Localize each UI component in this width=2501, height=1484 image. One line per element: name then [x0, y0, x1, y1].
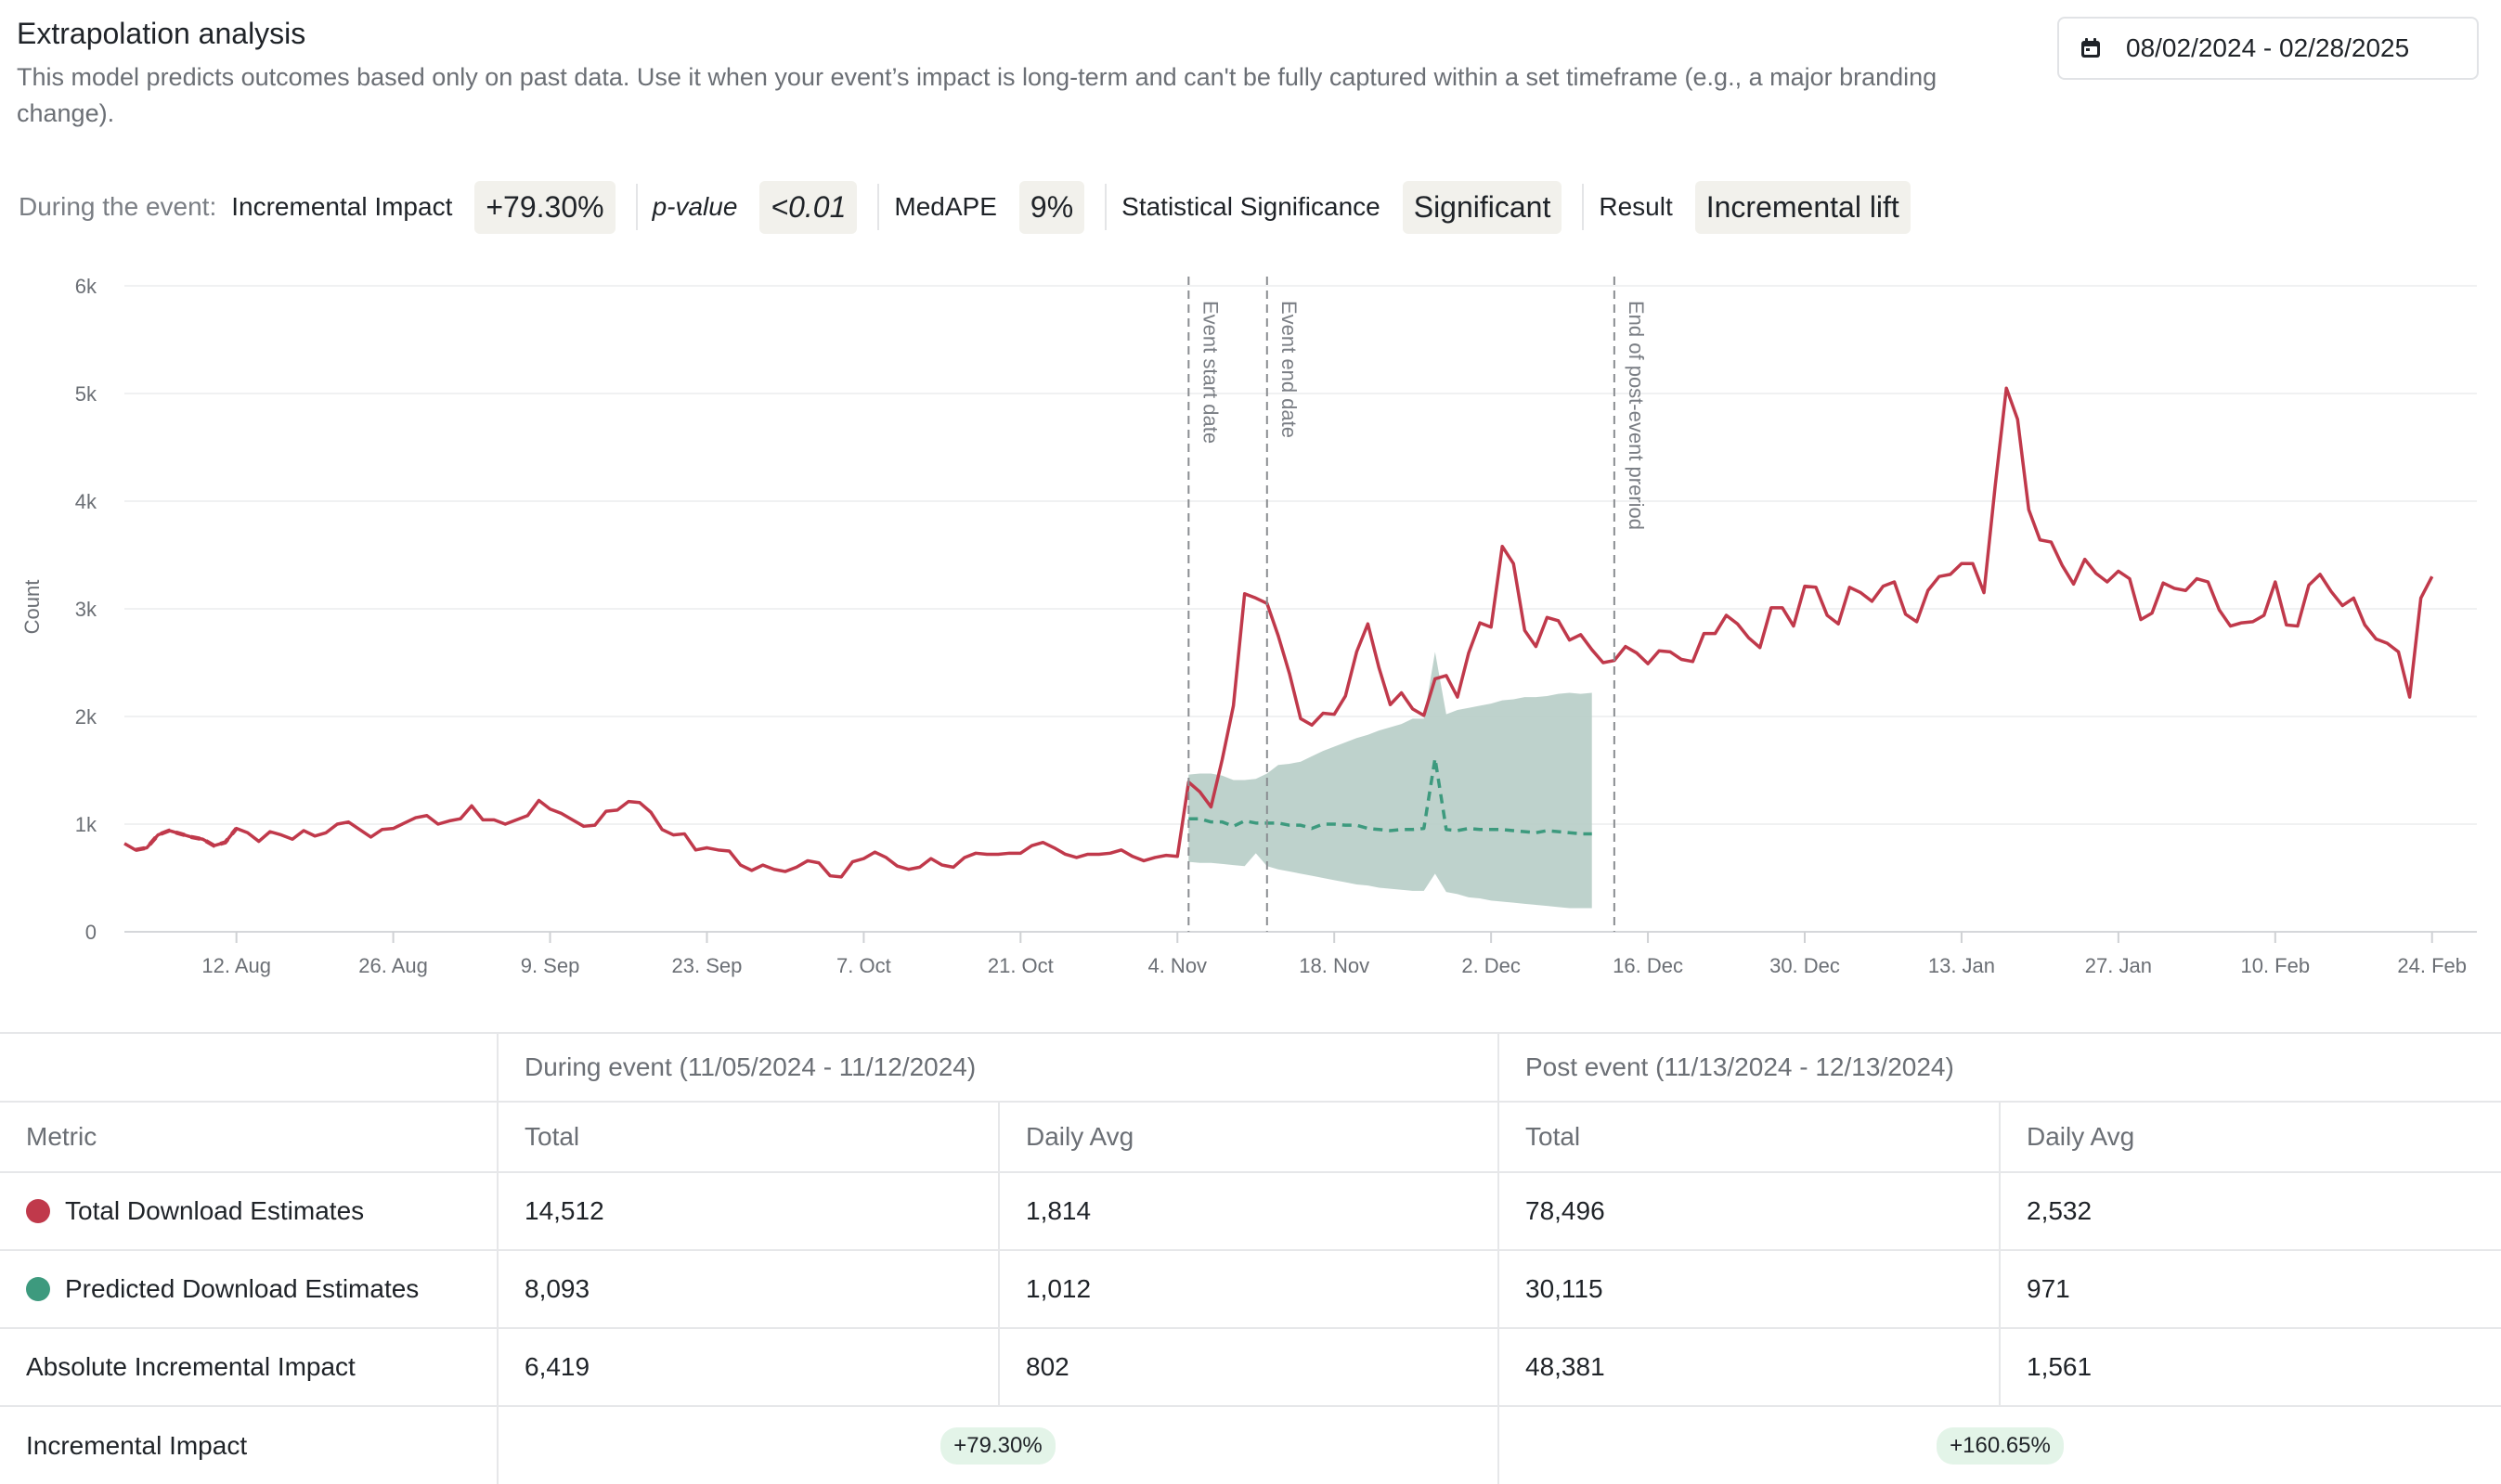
metrics-divider [1582, 184, 1585, 230]
medape-label: MedAPE [894, 192, 997, 221]
date-range-value: 08/02/2024 - 02/28/2025 [2126, 33, 2410, 62]
y-tick-label: 5k [75, 382, 97, 406]
during-avg-cell: 802 [998, 1327, 1498, 1406]
x-tick-label: 23. Sep [672, 954, 743, 977]
significance-label: Statistical Significance [1121, 192, 1380, 221]
y-tick-label: 0 [85, 921, 97, 944]
post-impact-cell: +160.65% [1497, 1405, 2501, 1484]
x-tick-label: 26. Aug [358, 954, 428, 977]
during-event-header: During event (11/05/2024 - 11/12/2024) [497, 1032, 1498, 1102]
x-tick-label: 24. Feb [2397, 954, 2467, 977]
significance-value: Significant [1402, 180, 1562, 234]
x-tick-label: 9. Sep [521, 954, 580, 977]
metric-cell: Predicted Download Estimates [0, 1249, 498, 1328]
predicted-legend-dot [26, 1276, 50, 1301]
x-tick-label: 21. Oct [988, 954, 1054, 977]
y-tick-label: 2k [75, 705, 97, 729]
actual-series-line [123, 386, 2434, 879]
y-tick-label: 6k [75, 275, 97, 298]
table-row: Absolute Incremental Impact 6,419 802 48… [0, 1327, 2501, 1406]
x-tick-label: 7. Oct [836, 954, 891, 977]
table-row: Predicted Download Estimates 8,093 1,012… [0, 1249, 2501, 1328]
metrics-divider [1105, 184, 1108, 230]
page-description: This model predicts outcomes based only … [17, 63, 1937, 127]
metric-cell: Incremental Impact [0, 1405, 498, 1484]
metrics-divider [877, 184, 880, 230]
x-tick-label: 12. Aug [201, 954, 271, 977]
page-title: Extrapolation analysis [17, 17, 306, 50]
x-tick-label: 13. Jan [1928, 954, 1995, 977]
post-total-cell: 48,381 [1497, 1327, 2000, 1406]
actual-series-line [135, 827, 239, 853]
during-avg-cell: 1,814 [998, 1171, 1498, 1250]
x-tick-label: 2. Dec [1461, 954, 1521, 977]
post-event-header: Post event (11/13/2024 - 12/13/2024) [1497, 1032, 2501, 1102]
metrics-divider [635, 184, 638, 230]
metrics-bar: During the event: Incremental Impact +79… [19, 178, 1927, 236]
during-impact-cell: +79.30% [497, 1405, 1498, 1484]
actual-legend-dot [26, 1198, 50, 1223]
event-marker-label: Event end date [1277, 301, 1301, 438]
during-daily-avg-header: Daily Avg [998, 1101, 1498, 1172]
post-total-cell: 78,496 [1497, 1171, 2000, 1250]
predicted-series-line [1188, 756, 1592, 836]
during-impact-badge: +79.30% [940, 1426, 1056, 1465]
during-total-header: Total [497, 1101, 999, 1172]
pvalue-value: <0.01 [759, 180, 858, 234]
during-avg-cell: 1,012 [998, 1249, 1498, 1328]
prediction-band [1188, 652, 1592, 909]
metric-column-header: Metric [0, 1101, 498, 1172]
post-avg-cell: 971 [1999, 1249, 2501, 1328]
post-daily-avg-header: Daily Avg [1999, 1101, 2501, 1172]
y-axis-label: Count [20, 580, 44, 635]
results-table: During event (11/05/2024 - 11/12/2024) P… [0, 1032, 2501, 1484]
during-total-cell: 14,512 [497, 1171, 999, 1250]
x-tick-label: 30. Dec [1769, 954, 1840, 977]
event-marker-label: End of post-event preriod [1625, 301, 1648, 530]
y-tick-label: 3k [75, 598, 97, 621]
metric-cell: Total Download Estimates [0, 1171, 498, 1250]
medape-value: 9% [1018, 180, 1085, 234]
result-value: Incremental lift [1694, 180, 1911, 234]
calendar-icon [2081, 38, 2100, 58]
downloads-chart: Count 0 1k 2k 3k 4k 5k 6k 12. Aug 26. Aug 9. Sep 2… [20, 275, 2477, 977]
result-label: Result [1599, 192, 1673, 221]
post-avg-cell: 2,532 [1999, 1171, 2501, 1250]
x-tick-label: 4. Nov [1147, 954, 1207, 977]
metric-name: Total Download Estimates [65, 1196, 365, 1225]
x-tick-label: 10. Feb [2240, 954, 2310, 977]
x-tick-label: 18. Nov [1299, 954, 1369, 977]
incremental-impact-label: Incremental Impact [231, 192, 453, 221]
x-tick-label: 16. Dec [1613, 954, 1683, 977]
post-avg-cell: 1,561 [1999, 1327, 2501, 1406]
metric-cell: Absolute Incremental Impact [0, 1327, 498, 1406]
empty-header-cell [0, 1032, 498, 1102]
table-group-header: During event (11/05/2024 - 11/12/2024) P… [0, 1032, 2501, 1102]
metrics-intro: During the event: [19, 192, 217, 221]
event-marker-label: Event start date [1199, 301, 1222, 444]
during-total-cell: 6,419 [497, 1327, 999, 1406]
y-tick-label: 1k [75, 813, 97, 836]
pvalue-label: p-value [652, 192, 738, 221]
table-row: Total Download Estimates 14,512 1,814 78… [0, 1171, 2501, 1250]
metric-name: Predicted Download Estimates [65, 1274, 420, 1303]
table-column-header: Metric Total Daily Avg Total Daily Avg [0, 1101, 2501, 1172]
post-total-header: Total [1497, 1101, 2000, 1172]
post-impact-badge: +160.65% [1937, 1426, 2064, 1465]
table-row: Incremental Impact +79.30% +160.65% [0, 1405, 2501, 1484]
x-tick-label: 27. Jan [2085, 954, 2152, 977]
y-tick-label: 4k [75, 490, 97, 513]
post-total-cell: 30,115 [1497, 1249, 2000, 1328]
date-range-picker[interactable]: 08/02/2024 - 02/28/2025 [2057, 17, 2479, 80]
incremental-impact-value: +79.30% [474, 180, 616, 234]
during-total-cell: 8,093 [497, 1249, 999, 1328]
